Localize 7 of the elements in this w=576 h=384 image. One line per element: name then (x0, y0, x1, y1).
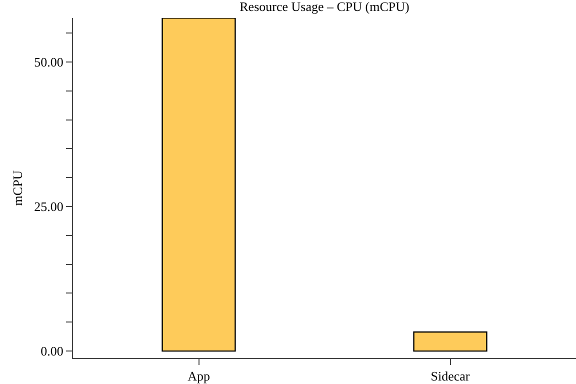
y-tick-label: 0.00 (40, 344, 64, 359)
x-tick-label: App (188, 368, 210, 384)
x-tick-label: Sidecar (430, 368, 470, 384)
chart-title: Resource Usage – CPU (mCPU) (240, 0, 410, 14)
y-tick-label: 25.00 (34, 199, 64, 214)
y-tick-label: 50.00 (34, 54, 64, 70)
y-axis-title: mCPU (10, 170, 26, 206)
